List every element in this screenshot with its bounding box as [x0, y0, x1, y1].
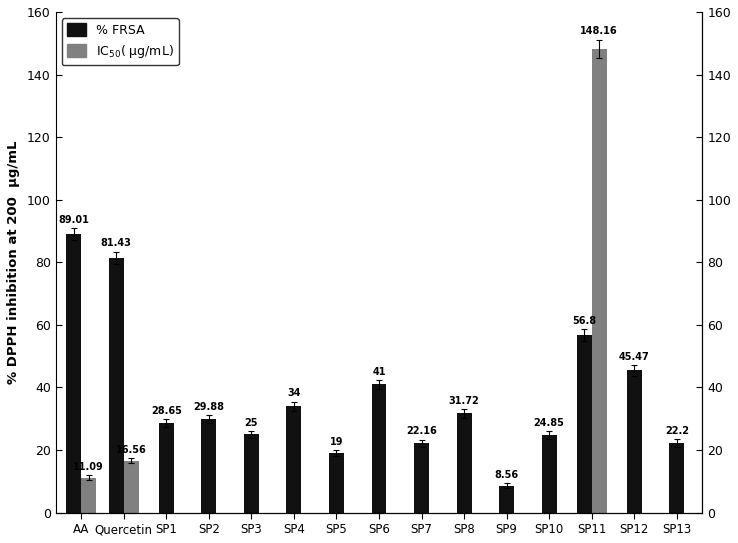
Bar: [159, 423, 173, 513]
Text: 19: 19: [330, 437, 343, 447]
Bar: [329, 453, 344, 513]
Text: 45.47: 45.47: [619, 351, 649, 362]
Bar: [499, 486, 514, 513]
Text: 148.16: 148.16: [580, 27, 618, 36]
Bar: [201, 419, 216, 513]
Text: 34: 34: [287, 388, 300, 399]
Bar: [577, 335, 592, 513]
Bar: [108, 258, 124, 513]
Text: 8.56: 8.56: [494, 470, 519, 480]
Bar: [244, 434, 259, 513]
Text: 81.43: 81.43: [101, 238, 131, 249]
Bar: [66, 234, 81, 513]
Text: 22.16: 22.16: [406, 426, 437, 437]
Text: 56.8: 56.8: [572, 315, 596, 325]
Bar: [81, 478, 96, 513]
Text: 24.85: 24.85: [534, 418, 565, 428]
Text: 28.65: 28.65: [151, 406, 182, 416]
Text: 11.09: 11.09: [73, 462, 104, 472]
Text: 41: 41: [372, 367, 386, 376]
Y-axis label: % DPPH inhibition at 200  µg/mL: % DPPH inhibition at 200 µg/mL: [7, 141, 20, 384]
Text: 16.56: 16.56: [116, 445, 147, 455]
Bar: [286, 406, 301, 513]
Text: 25: 25: [244, 418, 258, 427]
Bar: [542, 435, 556, 513]
Legend: % FRSA, IC$_{50}$( µg/mL): % FRSA, IC$_{50}$( µg/mL): [62, 18, 179, 65]
Bar: [124, 461, 139, 513]
Bar: [592, 49, 607, 513]
Text: 22.2: 22.2: [665, 426, 689, 436]
Text: 31.72: 31.72: [449, 395, 480, 406]
Bar: [457, 413, 472, 513]
Bar: [371, 384, 387, 513]
Bar: [627, 370, 642, 513]
Bar: [669, 443, 684, 513]
Bar: [414, 443, 429, 513]
Text: 89.01: 89.01: [58, 214, 89, 225]
Text: 29.88: 29.88: [193, 402, 224, 412]
